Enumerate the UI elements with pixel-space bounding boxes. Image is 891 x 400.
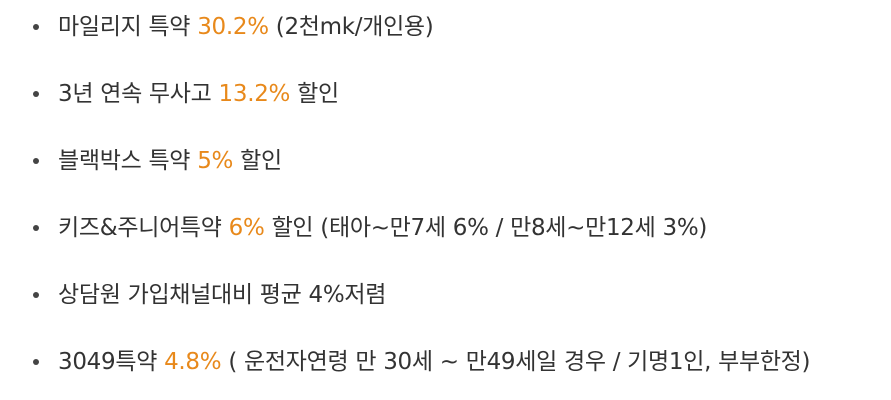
list-item-3049: 3049특약 4.8% ( 운전자연령 만 30세 ~ 만49세일 경우 / 기…	[0, 343, 891, 400]
discount-rate: 5%	[197, 148, 234, 174]
item-note: ( 운전자연령 만 30세 ~ 만49세일 경우 / 기명1인, 부부한정)	[221, 349, 811, 375]
bullet-icon	[33, 158, 39, 164]
bullet-icon	[33, 24, 39, 30]
bullet-icon	[33, 292, 39, 298]
discount-rate: 30.2%	[197, 14, 269, 40]
item-text: 3년 연속 무사고	[58, 81, 219, 107]
item-text: 키즈&주니어특약	[58, 215, 229, 241]
list-item-no-accident: 3년 연속 무사고 13.2% 할인	[0, 75, 891, 142]
discount-rate: 13.2%	[218, 81, 291, 107]
benefits-list: 마일리지 특약 30.2% (2천mk/개인용) 3년 연속 무사고 13.2%…	[0, 8, 891, 400]
bullet-icon	[33, 91, 39, 97]
list-item-kids-junior: 키즈&주니어특약 6% 할인 (태아~만7세 6% / 만8세~만12세 3%)	[0, 209, 891, 276]
list-item-channel: 상담원 가입채널대비 평균 4%저렴	[0, 276, 891, 343]
item-text: 마일리지 특약	[58, 14, 198, 40]
discount-rate: 6%	[228, 215, 265, 241]
item-note: 할인 (태아~만7세 6% / 만8세~만12세 3%)	[264, 215, 708, 241]
list-item-mileage: 마일리지 특약 30.2% (2천mk/개인용)	[0, 8, 891, 75]
list-item-blackbox: 블랙박스 특약 5% 할인	[0, 142, 891, 209]
item-text: 3049특약	[58, 349, 165, 375]
item-note: (2천mk/개인용)	[268, 14, 434, 40]
bullet-icon	[33, 359, 39, 365]
item-text: 블랙박스 특약	[58, 148, 198, 174]
item-text: 상담원 가입채널대비 평균 4%저렴	[58, 282, 387, 308]
item-note: 할인	[290, 81, 339, 107]
item-note: 할인	[233, 148, 282, 174]
bullet-icon	[33, 225, 39, 231]
discount-rate: 4.8%	[164, 349, 222, 375]
